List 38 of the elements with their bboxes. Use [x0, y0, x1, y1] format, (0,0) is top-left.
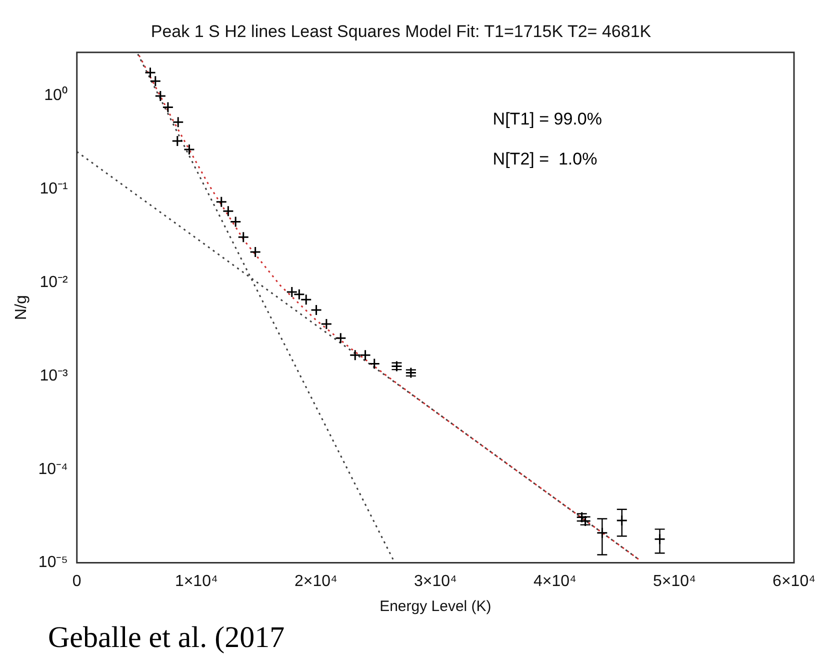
point [360, 349, 372, 361]
y-tick-label: 10⁻² [40, 274, 69, 291]
x-tick-label: 0 [72, 572, 82, 590]
y-tick-label: 10⁻⁵ [38, 554, 68, 572]
point [183, 144, 195, 156]
y-tick-label: 10⁻³ [40, 367, 69, 384]
x-tick-label: 3×10⁴ [414, 572, 458, 590]
point [238, 231, 250, 243]
point [310, 304, 322, 316]
x-tick-label: 4×10⁴ [533, 572, 577, 590]
x-tick-label: 6×10⁴ [772, 572, 816, 590]
text: Geballe et al. (2017 [47, 620, 286, 656]
point [216, 196, 228, 208]
line-series [138, 54, 640, 560]
point [368, 358, 380, 370]
x-tick-label: 5×10⁴ [653, 572, 696, 590]
y-tick-label: 10⁰ [44, 86, 68, 104]
annotation: N[T1] = 99.0% [492, 109, 602, 128]
point [172, 135, 184, 147]
point [349, 349, 361, 361]
point [286, 286, 298, 298]
x-axis-title: Energy Level (K) [380, 598, 492, 616]
point [334, 332, 346, 344]
point [230, 216, 242, 228]
point [172, 116, 184, 128]
point [616, 514, 628, 526]
point [222, 205, 234, 217]
point [250, 246, 262, 258]
y-tick-label: 10⁻¹ [40, 180, 68, 198]
point [162, 102, 174, 114]
point [154, 90, 166, 102]
x-tick-label: 1×10⁴ [174, 572, 218, 590]
chart-title: Peak 1 S H2 lines Least Squares Model Fit: T1=1715K T2= 4681K [150, 22, 652, 41]
annotation: N[T2] = 1.0% [492, 149, 598, 168]
y-tick-label: 10⁻⁴ [38, 460, 68, 478]
y-axis-title: N/g [13, 295, 30, 320]
point [320, 318, 332, 330]
x-tick-label: 2×10⁴ [294, 572, 338, 590]
